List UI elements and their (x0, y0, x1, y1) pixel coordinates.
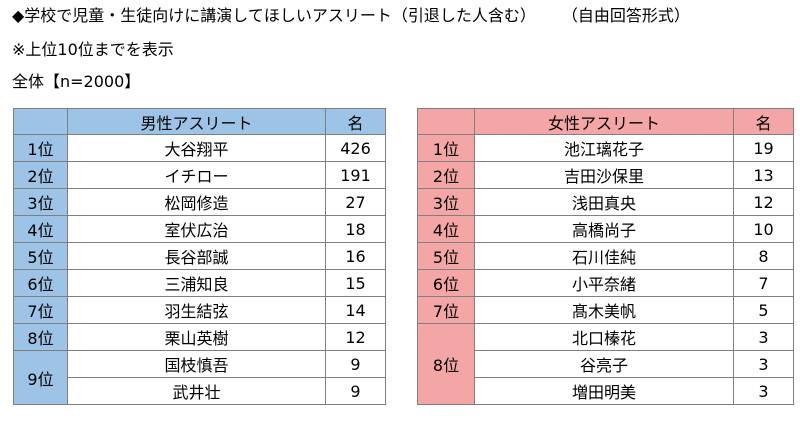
rank-cell: 5位 (417, 242, 475, 270)
name-cell: 髙木美帆 (474, 296, 734, 324)
count-cell: 10 (733, 215, 794, 243)
name-cell: 谷亮子 (474, 350, 734, 378)
count-header: 名 (325, 108, 386, 135)
table-row: 5位 長谷部誠 16 (13, 242, 386, 270)
rank-cell: 1位 (13, 134, 68, 162)
rank-cell: 8位 (417, 323, 475, 405)
rank-cell: 6位 (13, 269, 68, 297)
male-header: 男性アスリート (67, 108, 326, 135)
name-cell: 三浦知良 (67, 269, 326, 297)
name-cell: 国枝慎吾 (67, 350, 326, 378)
count-cell: 191 (325, 161, 386, 189)
rank-cell: 7位 (417, 296, 475, 324)
count-cell: 15 (325, 269, 386, 297)
name-cell: 大谷翔平 (67, 134, 326, 162)
count-cell: 14 (325, 296, 386, 324)
rank-header (13, 108, 68, 135)
rank-cell: 8位 (13, 323, 68, 351)
name-cell: 増田明美 (474, 377, 734, 405)
table-row: 7位 髙木美帆 5 (417, 296, 794, 324)
name-cell: 小平奈緒 (474, 269, 734, 297)
rank-cell: 4位 (13, 215, 68, 243)
name-cell: 北口榛花 (474, 323, 734, 351)
count-cell: 3 (733, 323, 794, 351)
table-row: 9位 国枝慎吾 9 (13, 350, 386, 405)
rank-cell: 4位 (417, 215, 475, 243)
count-cell: 12 (733, 188, 794, 216)
count-cell: 9 (325, 377, 386, 405)
count-header: 名 (733, 108, 794, 135)
table-header-row: 女性アスリート 名 (417, 108, 794, 135)
rank-cell: 3位 (13, 188, 68, 216)
rank-cell: 3位 (417, 188, 475, 216)
count-cell: 5 (733, 296, 794, 324)
rank-header (417, 108, 475, 135)
name-cell: 長谷部誠 (67, 242, 326, 270)
table-row: 5位 石川佳純 8 (417, 242, 794, 270)
table-row: 1位 池江璃花子 19 (417, 134, 794, 162)
table-row: 8位 栗山英樹 12 (13, 323, 386, 351)
rank-cell: 9位 (13, 350, 68, 405)
rank-cell: 5位 (13, 242, 68, 270)
name-cell: 浅田真央 (474, 188, 734, 216)
note-text: ※上位10位までを表示 (12, 40, 174, 59)
count-cell: 7 (733, 269, 794, 297)
table-row: 8位 北口榛花 3 (417, 323, 794, 405)
rank-cell: 1位 (417, 134, 475, 162)
table-row: 3位 浅田真央 12 (417, 188, 794, 216)
table-row: 2位 イチロー 191 (13, 161, 386, 189)
table-row: 武井壮 9 (14, 377, 386, 405)
count-cell: 12 (325, 323, 386, 351)
count-cell: 3 (733, 377, 794, 405)
table-row: 6位 三浦知良 15 (13, 269, 386, 297)
table-row: 2位 吉田沙保里 13 (417, 161, 794, 189)
table-row: 4位 室伏広治 18 (13, 215, 386, 243)
rank-cell: 7位 (13, 296, 68, 324)
count-cell: 19 (733, 134, 794, 162)
name-cell: 栗山英樹 (67, 323, 326, 351)
count-cell: 16 (325, 242, 386, 270)
count-cell: 426 (325, 134, 386, 162)
rank-cell: 6位 (417, 269, 475, 297)
name-cell: イチロー (67, 161, 326, 189)
count-cell: 3 (733, 350, 794, 378)
table-header-row: 男性アスリート 名 (13, 108, 386, 135)
rank-cell: 2位 (417, 161, 475, 189)
table-row: 7位 羽生結弦 14 (13, 296, 386, 324)
count-cell: 18 (325, 215, 386, 243)
sample-size: 全体【n=2000】 (12, 72, 141, 91)
page-title: ◆学校で児童・生徒向けに講演してほしいアスリート（引退した人含む） （自由回答形式… (12, 6, 690, 26)
count-cell: 13 (733, 161, 794, 189)
table-row: 3位 松岡修造 27 (13, 188, 386, 216)
name-cell: 池江璃花子 (474, 134, 734, 162)
rank-cell: 2位 (13, 161, 68, 189)
answer-format: （自由回答形式） (569, 6, 690, 25)
count-cell: 27 (325, 188, 386, 216)
count-cell: 9 (325, 350, 386, 378)
name-cell: 室伏広治 (67, 215, 326, 243)
title-text: ◆学校で児童・生徒向けに講演してほしいアスリート（引退した人含む） (12, 6, 536, 25)
table-row: 4位 高橋尚子 10 (417, 215, 794, 243)
name-cell: 羽生結弦 (67, 296, 326, 324)
count-cell: 8 (733, 242, 794, 270)
female-athletes-table: 女性アスリート 名 1位 池江璃花子 19 2位 吉田沙保里 13 3位 浅田真央 12 4… (417, 108, 794, 405)
name-cell: 高橋尚子 (474, 215, 734, 243)
table-row: 谷亮子 3 (418, 350, 794, 378)
name-cell: 石川佳純 (474, 242, 734, 270)
table-row: 増田明美 3 (418, 377, 794, 405)
female-header: 女性アスリート (474, 108, 734, 135)
table-row: 6位 小平奈緒 7 (417, 269, 794, 297)
table-row: 1位 大谷翔平 426 (13, 134, 386, 162)
name-cell: 松岡修造 (67, 188, 326, 216)
name-cell: 吉田沙保里 (474, 161, 734, 189)
name-cell: 武井壮 (67, 377, 326, 405)
male-athletes-table: 男性アスリート 名 1位 大谷翔平 426 2位 イチロー 191 3位 松岡修造 27 4… (13, 108, 386, 405)
